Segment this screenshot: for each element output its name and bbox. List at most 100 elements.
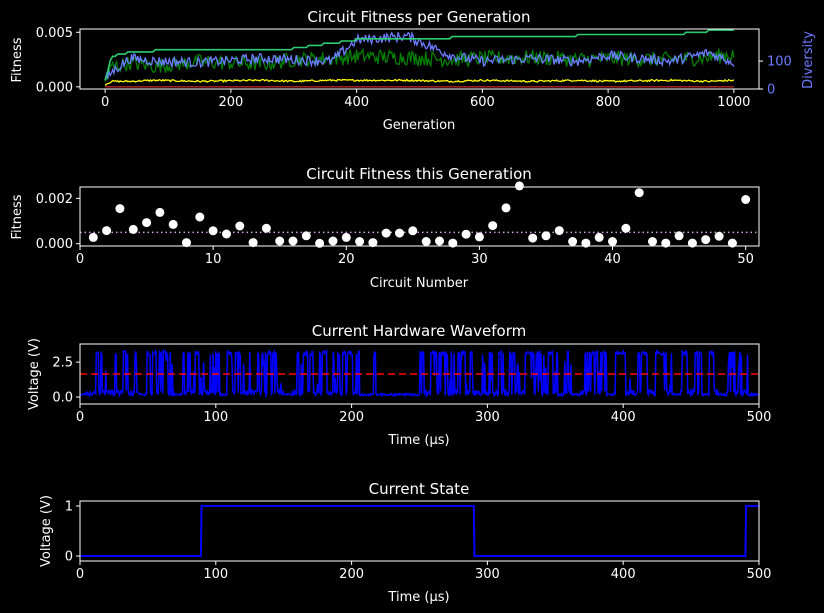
chart4-frame [79, 500, 760, 562]
chart2-point [701, 235, 711, 245]
chart2-point [674, 231, 684, 241]
chart3-xtick-label: 200 [339, 410, 364, 425]
chart3-xtick-label: 500 [747, 410, 772, 425]
chart2-point [328, 236, 338, 246]
chart1-xtick-label: 1000 [717, 95, 750, 110]
chart1-series-best [104, 29, 734, 81]
chart2-point [408, 226, 418, 236]
chart4-ylabel: Voltage (V) [39, 495, 54, 567]
chart1-y2tick-label: 100 [767, 55, 792, 70]
chart1-y2label: Diversity [801, 31, 816, 89]
chart2-point [581, 238, 591, 248]
chart2-frame [79, 186, 760, 247]
chart2-xlabel: Circuit Number [370, 276, 469, 291]
chart2-point [541, 231, 551, 241]
chart1-xtick-label: 800 [596, 95, 621, 110]
chart1-ylabel: Fitness [10, 37, 25, 82]
chart2-point [687, 238, 697, 248]
chart2-xtick-label: 40 [604, 252, 621, 267]
chart1-series-median [104, 78, 735, 86]
chart1-ytick-label: 0.000 [36, 80, 73, 95]
chart2-title: Circuit Fitness this Generation [306, 165, 532, 183]
chart4-state-line [80, 505, 759, 557]
chart2-point [368, 238, 378, 248]
chart2-point [102, 226, 112, 236]
chart2-xtick-label: 0 [76, 252, 84, 267]
chart4-xtick-label: 200 [339, 567, 364, 582]
chart2-point [341, 232, 351, 242]
chart2-point [501, 203, 511, 213]
chart2-point [261, 223, 271, 233]
chart2-point [741, 195, 751, 204]
chart3-xtick-label: 400 [611, 410, 636, 425]
chart2-point [115, 204, 125, 214]
chart1-ytick-label: 0.005 [36, 26, 73, 41]
chart1-xtick-label: 0 [101, 95, 109, 110]
chart2-point [168, 219, 178, 229]
chart2-point [395, 228, 404, 238]
chart2-point [634, 188, 644, 198]
chart3-plot: 0 100 200 300 400 500 0.0 2.5 [52, 343, 772, 425]
chart2-plot: 0 10 20 30 40 50 0.000 0.002 [36, 181, 760, 267]
chart2-point [648, 237, 657, 246]
chart2-point [661, 238, 671, 248]
chart2-point [235, 221, 245, 231]
chart4-plot: 0 100 200 300 400 500 0 1 [65, 500, 772, 583]
chart3-xtick-label: 100 [203, 410, 228, 425]
chart1-xtick-label: 600 [470, 95, 495, 110]
chart2-point [208, 226, 218, 236]
chart3-frame [79, 343, 760, 405]
chart4-title: Current State [369, 480, 470, 498]
chart3-xtick-label: 0 [76, 410, 84, 425]
chart2-point [608, 237, 617, 246]
chart2-ylabel: Fitness [10, 194, 25, 239]
chart3-xtick-label: 300 [475, 410, 500, 425]
chart2-point [435, 236, 444, 246]
chart3-title: Current Hardware Waveform [312, 322, 526, 340]
chart1-series-mean [104, 47, 735, 82]
chart2-point [301, 231, 311, 241]
chart2-point [474, 232, 484, 242]
chart2-point [128, 224, 138, 234]
chart2-point [727, 238, 737, 248]
chart3-waveform-line [79, 348, 760, 399]
chart4-xlabel: Time (µs) [387, 590, 449, 605]
chart2-point [275, 236, 285, 246]
chart2-point [594, 232, 604, 242]
chart2-point [554, 226, 564, 236]
chart2-point [714, 231, 724, 241]
chart3-ytick-label: 2.5 [52, 356, 73, 371]
chart2-point [195, 212, 205, 222]
chart2-point [381, 228, 391, 238]
chart2-point [142, 218, 152, 228]
chart4-xtick-label: 500 [747, 567, 772, 582]
chart2-point [248, 238, 258, 248]
chart2-xtick-label: 10 [205, 252, 222, 267]
chart1-frame [79, 28, 760, 90]
chart3-ylabel: Voltage (V) [27, 338, 42, 410]
chart2-xtick-label: 30 [471, 252, 488, 267]
chart1-plot: 0 200 400 600 800 1000 0.000 0.005 0 100 [36, 26, 792, 110]
chart2-point [528, 233, 538, 243]
chart4-ytick-label: 0 [65, 550, 73, 565]
chart4-xtick-label: 0 [76, 567, 84, 582]
chart2-point [514, 181, 524, 191]
chart1-xlabel: Generation [383, 118, 456, 133]
chart2-point [355, 237, 365, 246]
chart2-ytick-label: 0.002 [36, 192, 73, 207]
chart2-point [621, 223, 631, 233]
chart4-ytick-label: 1 [65, 500, 73, 515]
chart4-xtick-label: 400 [611, 567, 636, 582]
chart2-ytick-label: 0.000 [36, 237, 73, 252]
chart2-point [448, 238, 458, 248]
chart2-point [155, 207, 165, 217]
chart1-y2tick-label: 0 [767, 83, 775, 98]
chart3-xlabel: Time (µs) [387, 433, 449, 448]
chart2-point [568, 237, 578, 246]
chart2-xtick-label: 50 [737, 252, 754, 267]
chart2-point [461, 229, 471, 239]
chart1-xtick-label: 200 [218, 95, 243, 110]
chart2-point [288, 236, 298, 246]
